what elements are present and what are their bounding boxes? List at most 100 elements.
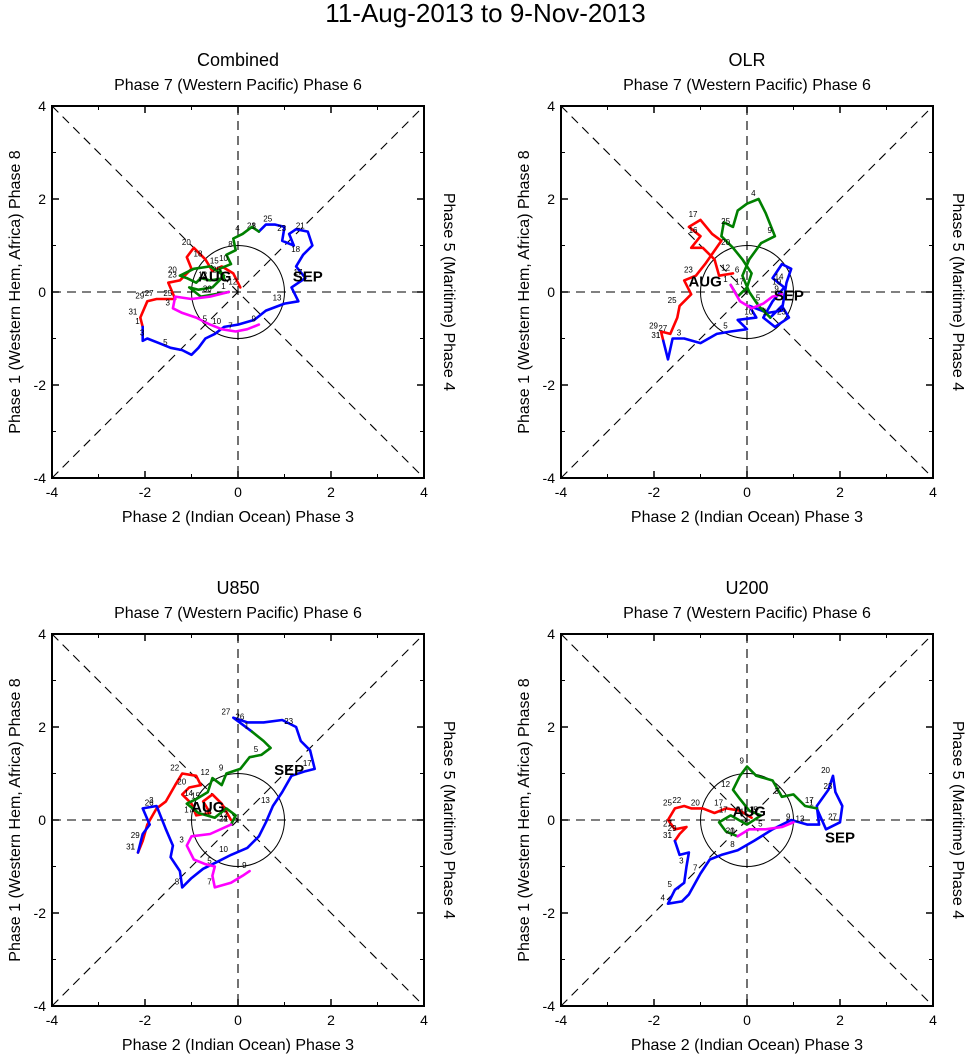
y-tick-label: 2 [547,191,555,207]
panel-title-combined: Combined [197,50,279,70]
day-label-nov: 9 [786,812,791,821]
day-label-oct: 20 [726,826,735,835]
day-label-oct: 1 [244,722,249,731]
day-label-aug: 17 [689,210,698,219]
unit-circle [700,245,794,339]
day-label-oct: 25 [721,217,730,226]
day-label-sep: 1 [135,317,140,326]
day-label-oct: 3 [774,787,779,796]
day-label-nov: 7 [207,877,212,886]
x-tick-label: 0 [743,484,751,500]
day-label-oct: 12 [721,780,730,789]
day-label-nov: 1 [723,275,728,284]
right-axis-label-olr: Phase 5 (Maritime) Phase 4 [949,193,966,391]
day-label-sep: 23 [777,308,786,317]
day-label-nov: 5 [203,315,208,324]
day-label-sep: 27 [221,708,230,717]
y-tick-label: -4 [34,470,47,486]
y-tick-label: 4 [38,98,46,114]
left-axis-label-combined: Phase 1 (Western Hem, Africa) Phase 8 [7,150,24,433]
day-label-aug: 25 [163,289,172,298]
day-label-nov: 3 [179,836,184,845]
month-label-sep: SEP [774,287,804,304]
panel-combined: Combined Phase 7 (Western Pacific) Phase … [7,50,457,526]
x-tick-label: 2 [836,1012,844,1028]
day-label-sep: 8 [730,840,735,849]
series-line-nov [736,820,795,838]
x-tick-label: 2 [327,1012,335,1028]
day-label-nov: 9 [774,284,779,293]
day-label-nov: 1 [730,826,735,835]
month-label-sep: SEP [274,762,304,779]
bottom-axis-label-combined: Phase 2 (Indian Ocean) Phase 3 [122,509,354,526]
day-label-aug: 31 [126,843,135,852]
day-label-oct: 4 [751,189,756,198]
unit-circle [191,245,285,339]
x-tick-label: -2 [648,484,661,500]
bottom-axis-label-olr: Phase 2 (Indian Ocean) Phase 3 [631,509,863,526]
series-line-oct [185,730,272,826]
y-tick-label: 2 [547,719,555,735]
y-tick-label: -2 [543,905,556,921]
day-label-aug: 20 [182,238,191,247]
bottom-axis-label-u850: Phase 2 (Indian Ocean) Phase 3 [122,1037,354,1054]
x-tick-label: 0 [234,1012,242,1028]
day-label-sep: 4 [660,894,665,903]
day-label-sep: 3 [149,796,154,805]
day-label-aug: 29 [135,291,144,300]
day-label-oct: 25 [212,266,221,275]
day-label-sep: 10 [219,845,228,854]
y-tick-label: 4 [547,626,555,642]
day-label-aug: 29 [649,322,658,331]
day-label-aug: 27 [658,324,667,333]
day-label-oct: 30 [203,284,212,293]
day-label-nov: 5 [756,294,761,303]
day-label-sep: 23 [284,717,293,726]
series-line-sep [666,774,844,906]
panel-u850: U850 Phase 7 (Western Pacific) Phase 6 Pha… [7,578,457,1054]
day-label-nov: 1 [221,282,226,291]
day-label-nov: 3 [165,298,170,307]
day-label-sep: 21 [296,222,305,231]
right-axis-label-u850: Phase 5 (Maritime) Phase 4 [440,721,457,919]
day-label-aug: 31 [128,308,137,317]
day-label-aug: 20 [691,798,700,807]
day-label-sep: 5 [723,322,728,331]
day-label-aug: 31 [663,831,672,840]
day-label-oct: 12 [201,768,210,777]
day-label-oct: 10 [219,254,228,263]
panel-title-u850: U850 [216,578,259,598]
day-label-aug: 12 [228,277,237,286]
day-label-sep: 1 [656,331,661,340]
day-label-oct: 8 [228,240,233,249]
day-label-oct: 15 [749,805,758,814]
day-label-aug: 16 [689,226,698,235]
left-axis-label-u850: Phase 1 (Western Hem, Africa) Phase 8 [7,678,24,961]
day-label-oct: 24 [219,815,228,824]
day-label-aug: 25 [663,798,672,807]
day-label-sep: 5 [163,338,168,347]
y-tick-label: -2 [34,905,47,921]
day-label-oct: 9 [219,764,224,773]
day-label-aug: 23 [684,266,693,275]
day-label-nov: 1 [224,815,229,824]
day-label-aug: 27 [663,819,672,828]
day-label-oct: 4 [235,224,240,233]
day-label-nov: 5 [207,857,212,866]
top-axis-label-u200: Phase 7 (Western Pacific) Phase 6 [623,605,871,622]
series-line-oct [178,225,261,298]
day-label-oct: 20 [721,238,730,247]
day-label-aug: 12 [721,263,730,272]
day-label-nov: 9 [251,315,256,324]
day-label-sep: 5 [667,880,672,889]
series-line-nov [171,290,261,333]
day-label-oct: 9 [767,226,772,235]
day-label-nov: 9 [242,861,247,870]
day-label-aug: 22 [170,764,179,773]
left-axis-label-u200: Phase 1 (Western Hem, Africa) Phase 8 [516,678,533,961]
day-label-aug: 15 [191,791,200,800]
day-label-oct: 5 [254,745,259,754]
x-tick-label: 2 [836,484,844,500]
day-label-oct: 20 [168,266,177,275]
day-label-aug: 23 [168,270,177,279]
